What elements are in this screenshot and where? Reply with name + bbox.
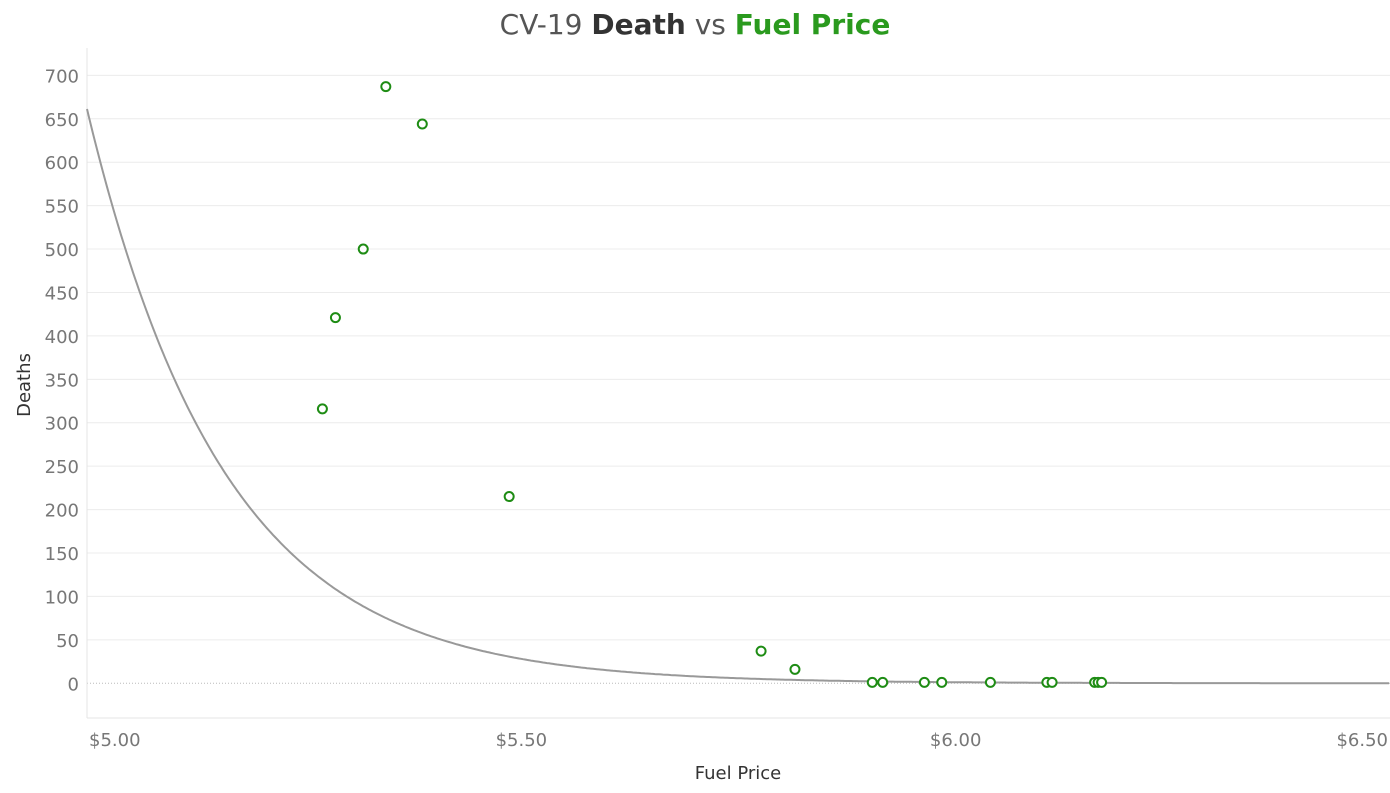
grid-lines [86, 48, 1390, 719]
data-point [877, 676, 889, 688]
data-point [1096, 676, 1108, 688]
data-points [316, 81, 1108, 688]
x-axis-ticks: $5.00 $5.50 $6.00 $6.50 [89, 730, 1388, 751]
y-axis-ticks: 0 50 100 150 200 250 300 350 400 450 500 550 600 650 7… [45, 66, 79, 695]
data-point [918, 676, 930, 688]
data-point [316, 403, 328, 415]
x-tick-label: $6.00 [930, 730, 982, 751]
y-tick-label: 450 [45, 283, 79, 304]
chart-title: CV-19 Death vs Fuel Price [0, 8, 1390, 41]
data-point [329, 312, 341, 324]
data-point [984, 676, 996, 688]
y-tick-label: 200 [45, 501, 79, 522]
x-tick-label: $5.00 [89, 730, 141, 751]
y-tick-label: 250 [45, 457, 79, 478]
data-point [357, 243, 369, 255]
data-point [380, 81, 392, 93]
data-point [789, 663, 801, 675]
title-part-fuel-price: Fuel Price [734, 8, 891, 41]
data-point [866, 676, 878, 688]
x-tick-label: $6.50 [1336, 730, 1388, 751]
y-tick-label: 100 [45, 587, 79, 608]
y-tick-label: 350 [45, 370, 79, 391]
y-tick-label: 700 [45, 66, 79, 87]
y-tick-label: 150 [45, 544, 79, 565]
trend-line-layer [86, 108, 1389, 685]
data-point [1046, 676, 1058, 688]
y-tick-label: 600 [45, 153, 79, 174]
y-tick-label: 400 [45, 327, 79, 348]
y-tick-label: 300 [45, 414, 79, 435]
data-point [416, 118, 428, 130]
trend-line [86, 108, 1389, 685]
y-axis-title: Deaths [14, 353, 35, 417]
title-part-1: CV-19 [499, 8, 592, 41]
y-tick-label: 0 [68, 674, 79, 695]
y-tick-label: 550 [45, 197, 79, 218]
title-part-death: Death [591, 8, 686, 41]
data-point [503, 491, 515, 503]
y-tick-label: 650 [45, 110, 79, 131]
data-point [936, 676, 948, 688]
data-point [755, 645, 767, 657]
title-part-vs: vs [685, 8, 735, 41]
y-tick-label: 50 [56, 631, 79, 652]
y-tick-label: 500 [45, 240, 79, 261]
x-tick-label: $5.50 [496, 730, 548, 751]
x-axis-title: Fuel Price [695, 763, 781, 784]
